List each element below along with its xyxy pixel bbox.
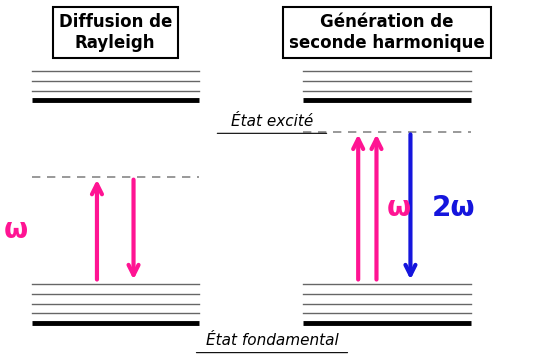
Text: Diffusion de
Rayleigh: Diffusion de Rayleigh [58,13,172,52]
Text: 2ω: 2ω [431,194,475,222]
Text: ω: ω [4,217,28,245]
Text: Génération de
seconde harmonique: Génération de seconde harmonique [289,13,485,52]
Text: ω: ω [387,194,411,222]
Text: État fondamental: État fondamental [206,333,338,349]
Text: État excité: État excité [231,114,313,129]
